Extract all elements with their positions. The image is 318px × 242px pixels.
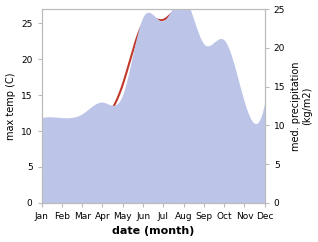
X-axis label: date (month): date (month) — [112, 227, 194, 236]
Y-axis label: max temp (C): max temp (C) — [5, 72, 16, 140]
Y-axis label: med. precipitation
(kg/m2): med. precipitation (kg/m2) — [291, 61, 313, 151]
